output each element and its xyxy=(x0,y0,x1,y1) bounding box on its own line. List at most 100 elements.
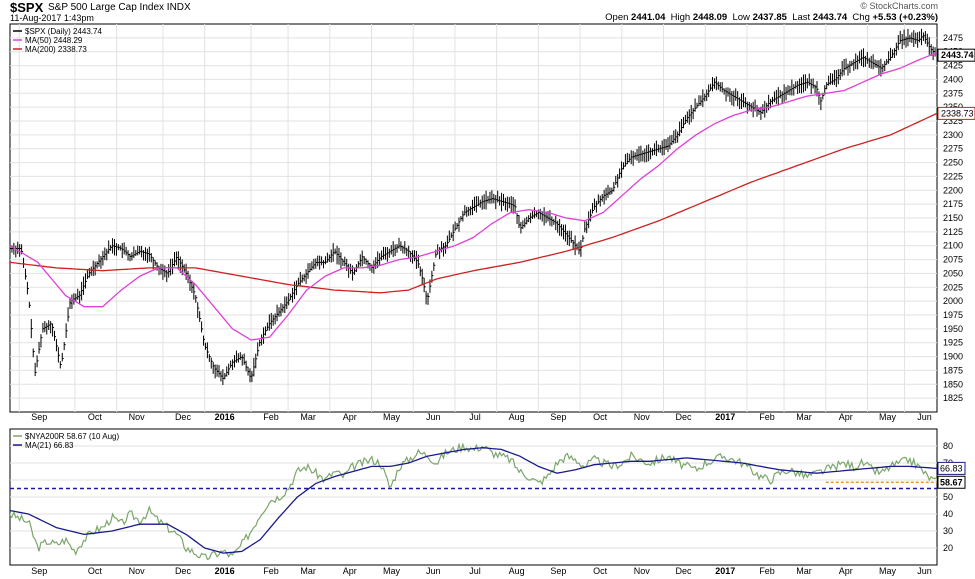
last-ma21-label: 66.83 xyxy=(940,463,963,473)
open-value: 2441.04 xyxy=(631,12,666,23)
y-tick-label: 1875 xyxy=(943,365,963,375)
x-tick-label: Oct xyxy=(593,566,608,576)
y-tick-label: 2250 xyxy=(943,158,963,168)
x-tick-label: Mar xyxy=(796,566,812,576)
x-tick-label: Feb xyxy=(263,412,279,422)
x-tick-label: Oct xyxy=(88,566,103,576)
low-value: 2437.85 xyxy=(752,12,787,23)
quote-stats: Open 2441.04 High 2448.09 Low 2437.85 La… xyxy=(605,12,938,23)
x-tick-label: 2016 xyxy=(215,566,235,576)
x-tick-label: May xyxy=(879,412,897,422)
y-tick-label: 30 xyxy=(943,526,953,536)
x-tick-label: Oct xyxy=(593,412,608,422)
high-value: 2448.09 xyxy=(692,12,728,23)
x-tick-label: Aug xyxy=(509,412,525,422)
y-tick-label: 2475 xyxy=(943,33,963,43)
last-price-box xyxy=(937,48,975,62)
x-tick-label: Nov xyxy=(634,412,651,422)
chg-label: Chg xyxy=(852,12,870,23)
y-tick-label: 2175 xyxy=(943,199,963,209)
brand-label: © StockCharts.com xyxy=(860,1,938,11)
x-tick-label: May xyxy=(383,566,401,576)
y-tick-label: 2300 xyxy=(943,130,963,140)
y-tick-label: 1950 xyxy=(943,324,963,334)
y-tick-label: 2375 xyxy=(943,88,963,98)
y-tick-label: 2050 xyxy=(943,268,963,278)
last-label: Last xyxy=(792,12,811,23)
chart-header: $SPX S&P 500 Large Cap Index INDX 11-Aug… xyxy=(0,0,975,24)
y-tick-label: 2150 xyxy=(943,213,963,223)
chg-value: +5.53 (+0.23%) xyxy=(872,12,939,23)
x-tick-label: May xyxy=(879,566,897,576)
x-tick-label: Nov xyxy=(634,566,651,576)
y-tick-label: 2425 xyxy=(943,61,963,71)
legend-entry: $NYA200R 58.67 (10 Aug) xyxy=(25,432,119,441)
legend-entry: MA(200) 2338.73 xyxy=(25,45,87,54)
x-tick-label: Dec xyxy=(175,566,192,576)
x-tick-label: 2017 xyxy=(715,412,735,422)
y-tick-label: 1900 xyxy=(943,352,963,362)
y-tick-label: 2200 xyxy=(943,185,963,195)
x-tick-label: Nov xyxy=(129,566,146,576)
x-tick-label: Oct xyxy=(88,412,103,422)
x-tick-label: Nov xyxy=(129,412,146,422)
y-tick-label: 2400 xyxy=(943,74,963,84)
x-tick-label: Apr xyxy=(839,412,853,422)
x-tick-label: Jun xyxy=(426,566,441,576)
x-tick-label: Apr xyxy=(839,566,853,576)
x-tick-label: Feb xyxy=(759,412,775,422)
security-name: S&P 500 Large Cap Index INDX xyxy=(48,2,191,13)
x-tick-label: Dec xyxy=(676,412,693,422)
y-tick-label: 50 xyxy=(943,492,953,502)
high-label: High xyxy=(670,12,691,23)
x-tick-label: 2016 xyxy=(215,412,235,422)
x-tick-label: Jun xyxy=(917,412,932,422)
y-tick-label: 1850 xyxy=(943,379,963,389)
y-tick-label: 2000 xyxy=(943,296,963,306)
last-ma200-box xyxy=(937,106,975,120)
chart-date: 11-Aug-2017 1:43pm xyxy=(10,13,94,23)
y-tick-label: 1925 xyxy=(943,338,963,348)
legend-entry: $SPX (Daily) 2443.74 xyxy=(25,27,102,36)
y-tick-label: 2025 xyxy=(943,282,963,292)
x-tick-label: Jul xyxy=(469,412,481,422)
y-tick-label: 1825 xyxy=(943,393,963,403)
y-tick-label: 2125 xyxy=(943,227,963,237)
x-tick-label: Mar xyxy=(300,566,316,576)
x-tick-label: Dec xyxy=(676,566,693,576)
x-tick-label: Sep xyxy=(31,412,47,422)
x-tick-label: Dec xyxy=(175,412,192,422)
y-tick-label: 2325 xyxy=(943,116,963,126)
x-tick-label: Mar xyxy=(796,412,812,422)
y-tick-label: 2075 xyxy=(943,255,963,265)
ma21-line xyxy=(9,447,938,554)
y-tick-label: 80 xyxy=(943,441,953,451)
low-label: Low xyxy=(732,12,750,23)
x-tick-label: Jun xyxy=(917,566,932,576)
last-price-label: 2443.74 xyxy=(941,50,974,60)
x-tick-label: Jul xyxy=(469,566,481,576)
x-tick-label: Apr xyxy=(343,566,357,576)
last-value: 2443.74 xyxy=(812,12,848,23)
y-tick-label: 1975 xyxy=(943,310,963,320)
last-breadth-box xyxy=(937,475,966,489)
ma50-line xyxy=(9,52,938,341)
y-tick-label: 40 xyxy=(943,509,953,519)
x-tick-label: Apr xyxy=(343,412,357,422)
open-label: Open xyxy=(605,12,629,23)
legend-entry: MA(21) 66.83 xyxy=(25,441,74,450)
x-tick-label: Feb xyxy=(263,566,279,576)
legend-entry: MA(50) 2448.29 xyxy=(25,36,83,45)
last-ma200-label: 2338.73 xyxy=(941,108,974,118)
x-tick-label: Sep xyxy=(31,566,47,576)
x-tick-label: Sep xyxy=(550,412,566,422)
x-tick-label: Feb xyxy=(759,566,775,576)
y-tick-label: 20 xyxy=(943,543,953,553)
x-tick-label: Sep xyxy=(550,566,566,576)
x-tick-label: Mar xyxy=(300,412,316,422)
x-tick-label: May xyxy=(383,412,401,422)
last-breadth-label: 58.67 xyxy=(940,477,963,487)
symbol-label: $SPX xyxy=(10,0,44,15)
x-tick-label: Aug xyxy=(509,566,525,576)
